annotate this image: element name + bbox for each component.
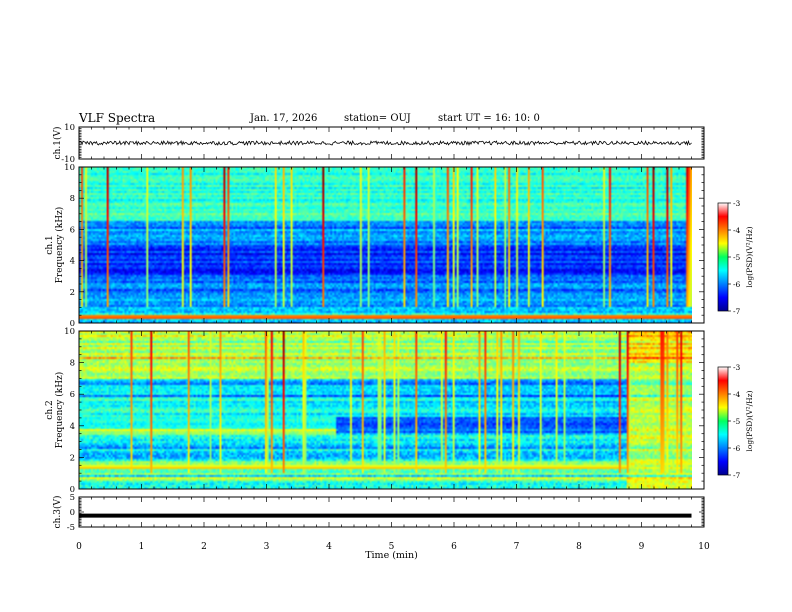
colorbar-tick-label: -5 [733, 417, 741, 426]
x-tick-label: 1 [139, 542, 145, 552]
start-time-label: start UT = 16: 10: 0 [438, 113, 540, 124]
date-label: Jan. 17, 2026 [250, 113, 318, 124]
y-tick-label: -10 [61, 155, 75, 165]
colorbar-2 [717, 366, 729, 476]
y-axis-title: ch.3(V) [52, 496, 63, 529]
panel-label: ch.1 [45, 235, 55, 254]
colorbar-tick-label: -5 [733, 253, 741, 262]
y-tick-label: -5 [67, 523, 75, 533]
y-tick-label: 10 [64, 163, 75, 173]
colorbar-tick-label: -7 [733, 307, 741, 316]
ch1-waveform-line [78, 139, 692, 147]
colorbar-tick-label: -6 [733, 280, 741, 289]
y-tick-label: 6 [70, 225, 75, 235]
x-tick-label: 2 [201, 542, 207, 552]
y-tick-label: 6 [70, 390, 75, 400]
x-tick-label: 9 [639, 542, 645, 552]
y-tick-label: 8 [70, 359, 75, 369]
y-tick-label: 0 [70, 508, 75, 518]
y-tick-label: 10 [64, 327, 75, 337]
colorbar-tick-label: -4 [733, 390, 741, 399]
colorbar-tick-label: -3 [733, 199, 741, 208]
ch1-spectrogram-image [79, 167, 692, 323]
ch2-spectrogram-image [79, 331, 692, 489]
x-tick-label: 4 [326, 542, 332, 552]
y-axis-title: Frequency (kHz) [54, 207, 65, 284]
x-tick-label: 3 [264, 542, 270, 552]
y-tick-label: 10 [64, 123, 75, 133]
y-tick-label: 2 [70, 288, 75, 298]
x-tick-label: 5 [389, 542, 395, 552]
colorbar-label: log(PSD)(V²/Hz) [745, 226, 754, 287]
colorbar-tick-label: -6 [733, 444, 741, 453]
colorbar-1 [717, 202, 729, 312]
x-tick-label: 8 [576, 542, 582, 552]
y-tick-label: 5 [70, 493, 75, 503]
x-tick-label: 7 [514, 542, 520, 552]
colorbar-tick-label: -3 [733, 363, 741, 372]
colorbar-tick-label: -7 [733, 471, 741, 480]
y-tick-label: 4 [70, 422, 75, 432]
colorbar-label: log(PSD)(V²/Hz) [745, 390, 754, 451]
y-tick-label: 2 [70, 453, 75, 463]
x-tick-label: 6 [451, 542, 457, 552]
panel-label: ch.2 [45, 400, 55, 419]
x-tick-label: 0 [76, 542, 82, 552]
x-axis-title: Time (min) [365, 550, 418, 561]
y-tick-label: 4 [70, 257, 75, 267]
y-axis-title: ch.1(V) [52, 127, 63, 160]
chart-title: VLF Spectra [79, 111, 156, 125]
y-tick-label: 0 [70, 319, 75, 329]
station-label: station= OUJ [344, 113, 411, 124]
y-axis-title: Frequency (kHz) [54, 372, 65, 449]
x-tick-label: 10 [698, 542, 710, 552]
y-tick-label: 8 [70, 194, 75, 204]
y-tick-label: 0 [70, 485, 75, 495]
colorbar-tick-label: -4 [733, 226, 741, 235]
